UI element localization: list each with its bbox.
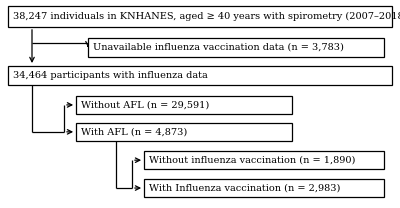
- Text: Without influenza vaccination (n = 1,890): Without influenza vaccination (n = 1,890…: [149, 156, 355, 165]
- Text: 34,464 participants with influenza data: 34,464 participants with influenza data: [13, 71, 208, 80]
- Text: With AFL (n = 4,873): With AFL (n = 4,873): [81, 127, 187, 136]
- FancyBboxPatch shape: [8, 66, 392, 84]
- FancyBboxPatch shape: [88, 38, 384, 57]
- FancyBboxPatch shape: [144, 151, 384, 169]
- Text: Unavailable influenza vaccination data (n = 3,783): Unavailable influenza vaccination data (…: [93, 43, 344, 52]
- FancyBboxPatch shape: [76, 96, 292, 114]
- Text: With Influenza vaccination (n = 2,983): With Influenza vaccination (n = 2,983): [149, 183, 340, 193]
- Text: 38,247 individuals in KNHANES, aged ≥ 40 years with spirometry (2007–2018): 38,247 individuals in KNHANES, aged ≥ 40…: [13, 12, 400, 21]
- FancyBboxPatch shape: [144, 179, 384, 197]
- FancyBboxPatch shape: [8, 6, 392, 27]
- Text: Without AFL (n = 29,591): Without AFL (n = 29,591): [81, 100, 209, 109]
- FancyBboxPatch shape: [76, 123, 292, 141]
